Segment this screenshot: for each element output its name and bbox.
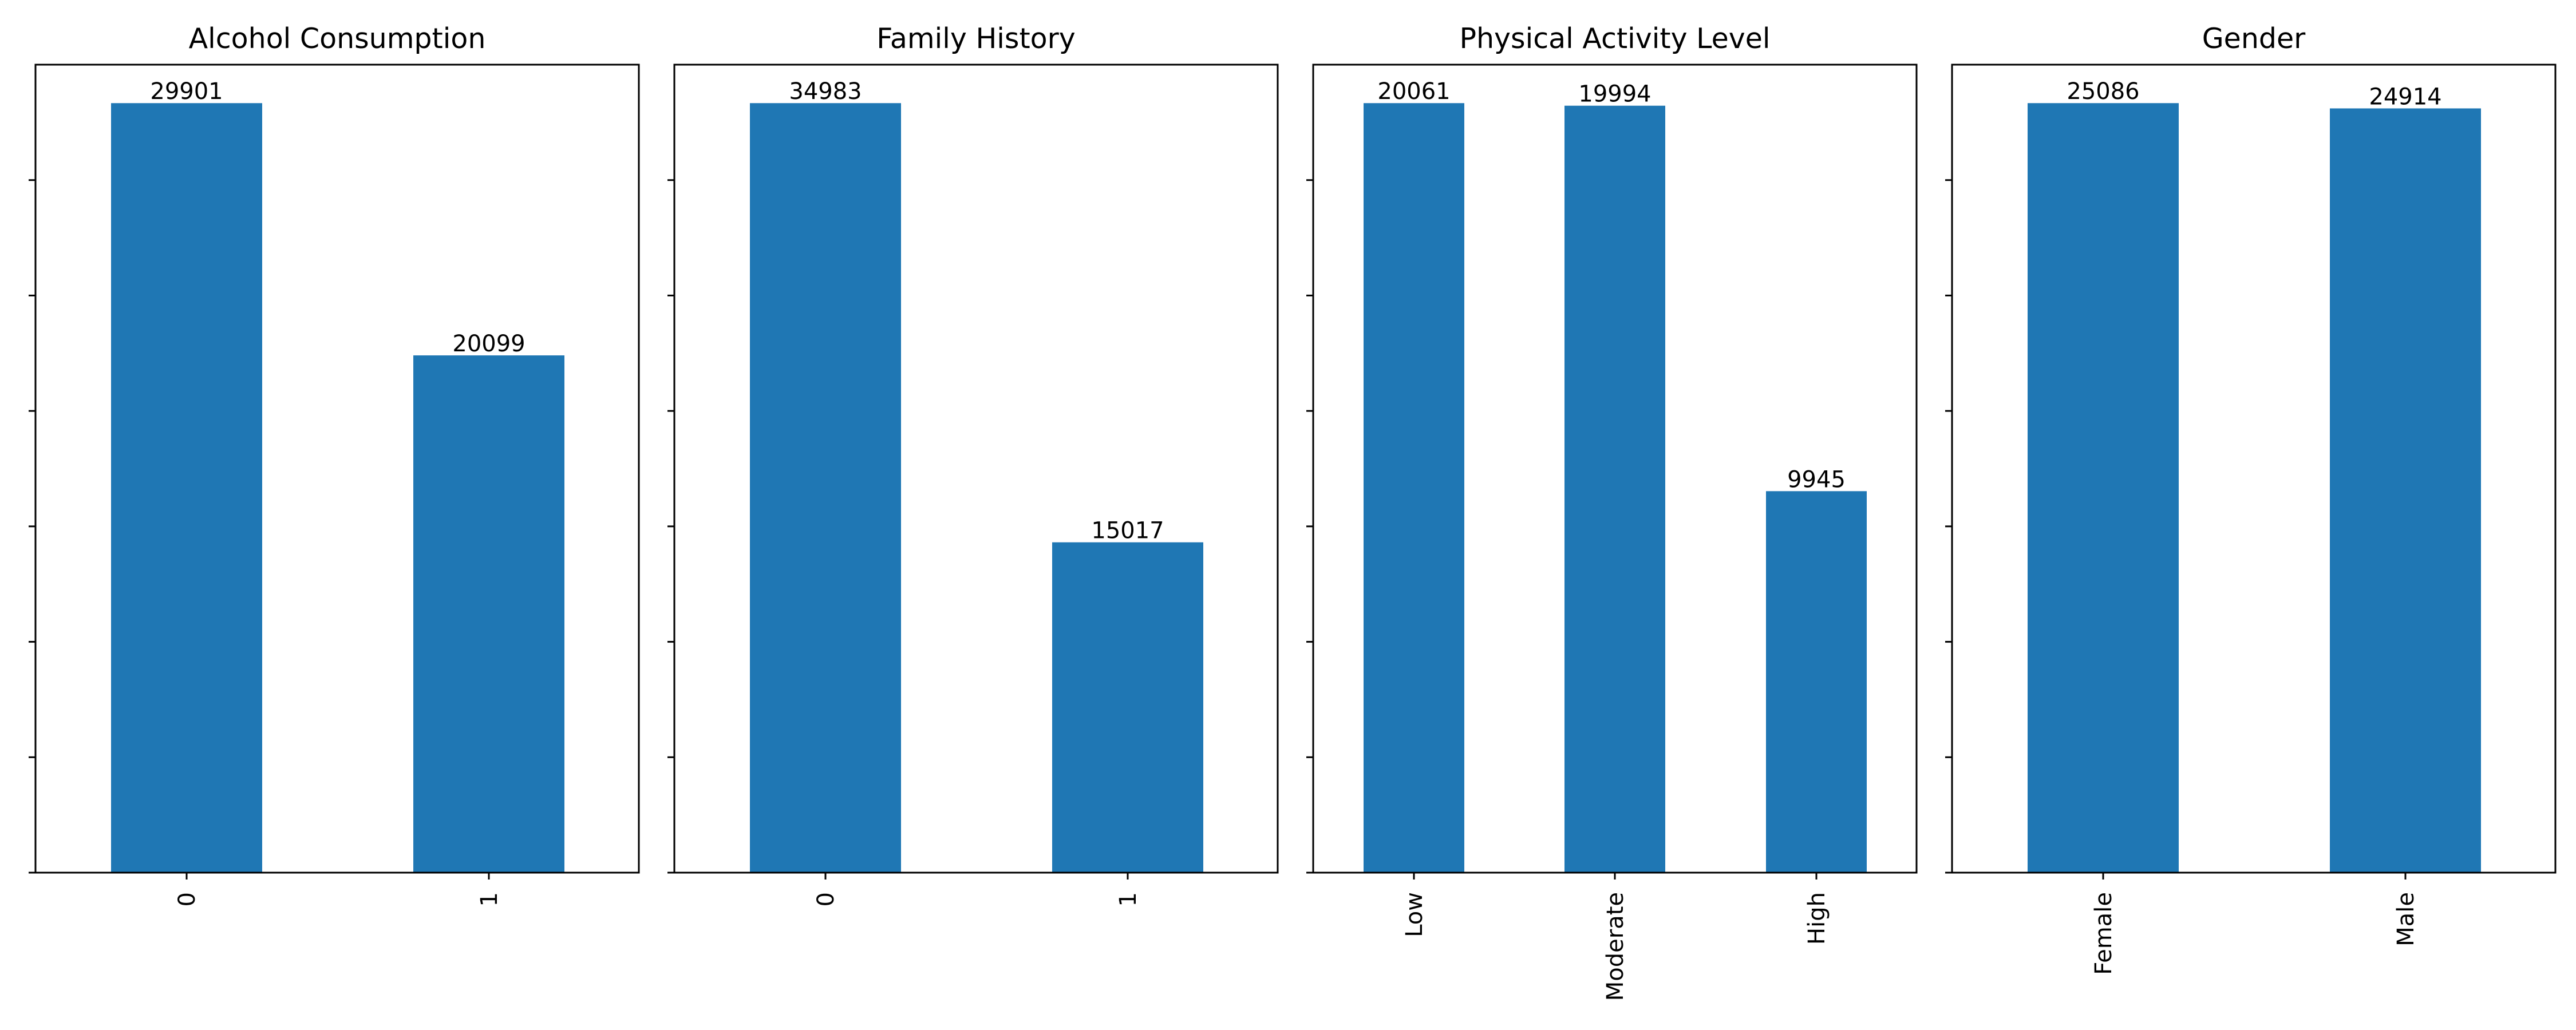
bar (111, 103, 262, 873)
x-tick-label: Moderate (1602, 892, 1629, 1001)
bar-value-label: 29901 (150, 78, 223, 105)
bar (1564, 105, 1665, 873)
bar-value-label: 25086 (2067, 78, 2139, 105)
bar (2330, 108, 2481, 873)
x-tick-label: 0 (813, 892, 839, 906)
x-tick-label: Low (1401, 892, 1428, 937)
panel-title: Gender (2202, 22, 2306, 55)
x-tick-label: Male (2393, 892, 2419, 946)
bar (1364, 103, 1464, 873)
x-tick-label: High (1804, 892, 1830, 945)
bar-value-label: 19994 (1578, 81, 1651, 108)
x-tick-label: 1 (476, 892, 503, 906)
x-tick-label: 1 (1115, 892, 1141, 906)
bar-value-label: 9945 (1787, 466, 1846, 493)
bar (2028, 103, 2179, 873)
bar (1052, 542, 1203, 873)
bar (413, 355, 564, 873)
bar-value-label: 34983 (789, 78, 862, 105)
bar-value-label: 20061 (1377, 78, 1450, 105)
bar (1766, 491, 1867, 873)
axes-frame (673, 64, 1279, 874)
axes-frame (1312, 64, 1918, 874)
bar-value-label: 15017 (1091, 518, 1164, 544)
panel-title: Family History (876, 22, 1076, 55)
bar (750, 103, 901, 873)
axes-frame (1951, 64, 2557, 874)
axes-frame (34, 64, 640, 874)
panel-title: Physical Activity Level (1459, 22, 1770, 55)
panel-title: Alcohol Consumption (189, 22, 486, 55)
x-tick-label: 0 (174, 892, 200, 906)
x-tick-label: Female (2091, 892, 2117, 975)
bar-value-label: 24914 (2369, 84, 2441, 110)
bar-value-label: 20099 (452, 331, 525, 357)
